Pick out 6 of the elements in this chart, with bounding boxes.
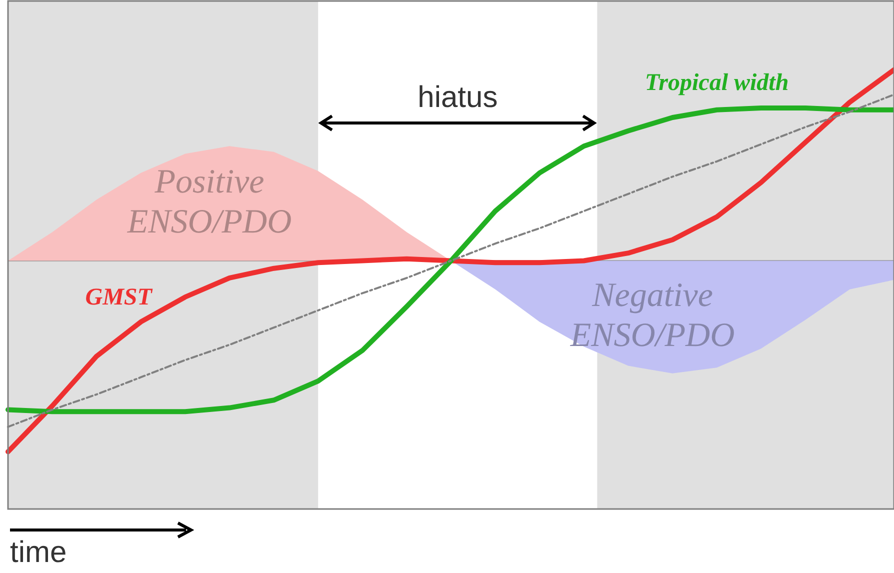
annotation: hiatus [418,81,498,115]
series-label: Positive ENSO/PDO [126,163,292,240]
series-label: GMST [85,284,154,310]
text: time [10,536,67,570]
series-label: Negative ENSO/PDO [569,277,735,354]
series-label: Tropical width [644,70,789,96]
